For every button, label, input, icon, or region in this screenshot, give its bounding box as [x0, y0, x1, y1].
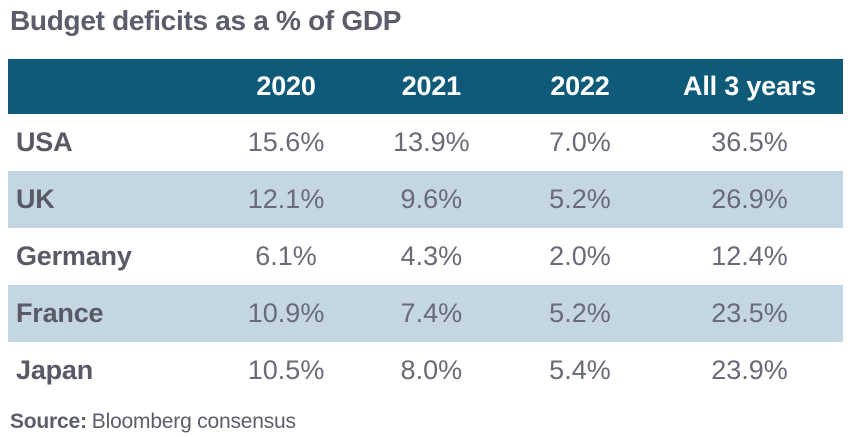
cell-france-all: 23.5% [711, 298, 788, 328]
row-label-usa: USA [16, 127, 73, 157]
cell-japan-all: 23.9% [711, 355, 788, 385]
cell-japan-2021: 8.0% [400, 355, 463, 385]
column-header-2022: 2022 [503, 59, 656, 114]
cell-germany-2021: 4.3% [400, 241, 463, 271]
table-row-france: France 10.9% 7.4% 5.2% 23.5% [8, 285, 843, 342]
source-label: Source: [10, 410, 87, 433]
cell-germany-2020: 6.1% [255, 241, 317, 271]
table-row-japan: Japan 10.5% 8.0% 5.4% 23.9% [8, 342, 843, 399]
budget-deficit-table: 2020 2021 2022 All 3 years USA 15.6% 13.… [8, 59, 843, 399]
table-row-usa: USA 15.6% 13.9% 7.0% 36.5% [8, 114, 843, 171]
cell-uk-2020: 12.1% [247, 184, 325, 214]
row-label-uk: UK [16, 184, 55, 214]
cell-usa-2021: 13.9% [393, 127, 470, 157]
row-label-japan: Japan [16, 355, 94, 385]
cell-uk-2022: 5.2% [549, 184, 611, 214]
column-header-2020: 2020 [213, 59, 359, 114]
table-row-uk: UK 12.1% 9.6% 5.2% 26.9% [8, 171, 843, 228]
cell-japan-2020: 10.5% [247, 355, 325, 385]
cell-uk-all: 26.9% [711, 184, 788, 214]
page-title: Budget deficits as a % of GDP [10, 5, 402, 36]
column-header-country [8, 59, 214, 114]
table-row-germany: Germany 6.1% 4.3% 2.0% 12.4% [8, 228, 843, 285]
cell-usa-2020: 15.6% [247, 127, 325, 157]
cell-germany-2022: 2.0% [549, 241, 611, 271]
table-header-row: 2020 2021 2022 All 3 years [8, 59, 843, 114]
cell-japan-2022: 5.4% [549, 355, 611, 385]
cell-france-2022: 5.2% [549, 298, 611, 328]
row-label-germany: Germany [16, 241, 132, 271]
cell-usa-2022: 7.0% [549, 127, 611, 157]
cell-germany-all: 12.4% [711, 241, 788, 271]
column-header-2021: 2021 [358, 59, 504, 114]
cell-uk-2021: 9.6% [400, 184, 463, 214]
row-label-france: France [16, 298, 104, 328]
column-header-all-3-years: All 3 years [655, 59, 843, 114]
cell-usa-all: 36.5% [711, 127, 788, 157]
cell-france-2020: 10.9% [247, 298, 325, 328]
source-text: Bloomberg consensus [91, 410, 296, 433]
cell-france-2021: 7.4% [400, 298, 463, 328]
source-note: Source: Bloomberg consensus [10, 410, 843, 434]
